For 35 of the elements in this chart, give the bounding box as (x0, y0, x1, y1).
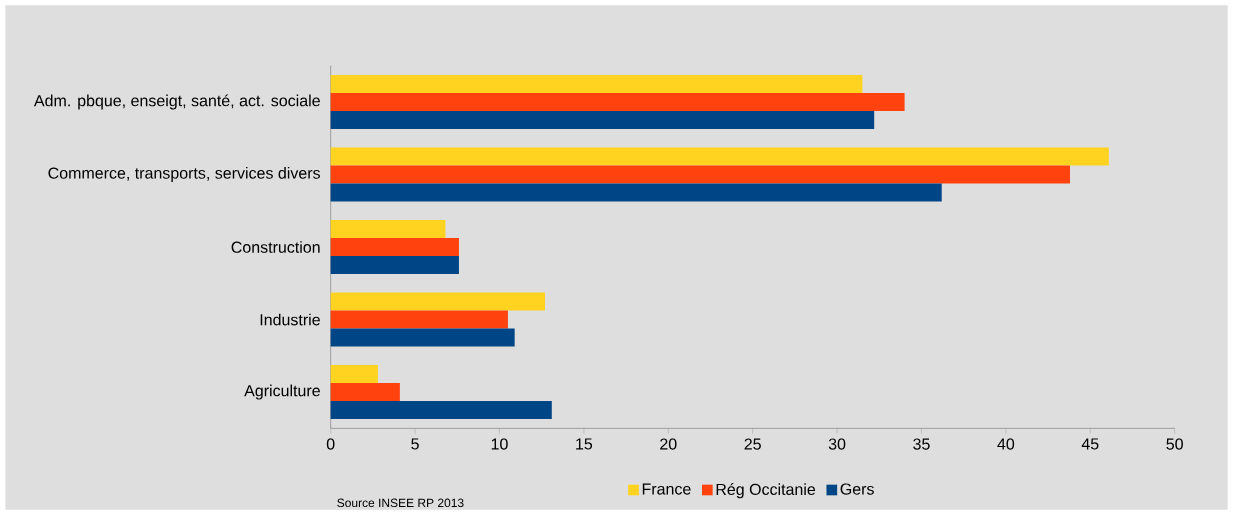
x-tick-label: 30 (828, 438, 846, 450)
legend-label: France (642, 483, 691, 495)
bar (330, 220, 446, 239)
bar (330, 74, 863, 93)
bar (330, 401, 552, 420)
bar (330, 165, 1071, 184)
x-tick-label: 25 (744, 438, 761, 450)
bar (330, 383, 400, 402)
source-note: Source INSEE RP 2013 (337, 498, 464, 508)
x-tick-label: 5 (411, 438, 419, 450)
x-tick-label: 15 (576, 438, 593, 450)
x-tick-label: 10 (491, 438, 508, 450)
y-tick-label: Agriculture (244, 384, 320, 400)
x-tick-label: 45 (1081, 438, 1099, 450)
bar (330, 238, 459, 257)
bar (330, 183, 942, 202)
bar (330, 110, 875, 129)
legend-label: Gers (840, 483, 874, 495)
x-tick-label: 20 (660, 438, 677, 450)
x-tick-label: 35 (913, 438, 930, 450)
bar (330, 365, 378, 384)
y-tick-label: Construction (231, 241, 320, 253)
bar (330, 256, 459, 275)
bar (330, 328, 515, 347)
x-tick-label: 40 (997, 438, 1015, 450)
bar (330, 147, 1109, 166)
y-tick-label: Industrie (260, 313, 320, 326)
y-tick-label: Adm. pbque, enseigt, santé, act. sociale (33, 94, 320, 110)
x-tick-label: 50 (1166, 438, 1183, 450)
bar (330, 92, 905, 111)
bar (330, 292, 546, 311)
legend-label: Rég Occitanie (716, 483, 816, 499)
bar (330, 310, 508, 329)
y-tick-label: Commerce, transports, services divers (48, 167, 321, 182)
x-tick-label: 0 (326, 438, 335, 450)
